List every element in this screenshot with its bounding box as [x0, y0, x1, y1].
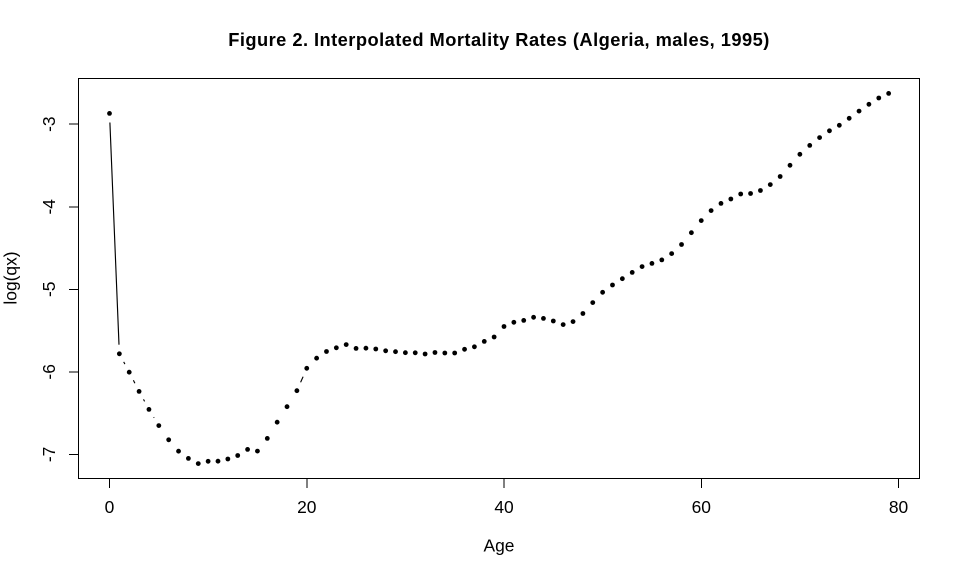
svg-text:-3: -3 — [39, 116, 59, 131]
svg-text:Figure 2. Interpolated Mortali: Figure 2. Interpolated Mortality Rates (… — [228, 29, 770, 50]
svg-text:-5: -5 — [39, 282, 59, 297]
svg-text:80: 80 — [889, 497, 908, 517]
svg-text:20: 20 — [297, 497, 316, 517]
svg-text:log(qx): log(qx) — [1, 251, 21, 304]
svg-text:0: 0 — [105, 497, 115, 517]
svg-text:Age: Age — [484, 536, 515, 556]
svg-text:40: 40 — [494, 497, 513, 517]
svg-text:-6: -6 — [39, 364, 59, 379]
svg-text:60: 60 — [692, 497, 711, 517]
svg-text:-7: -7 — [39, 447, 59, 462]
svg-text:-4: -4 — [39, 199, 59, 215]
